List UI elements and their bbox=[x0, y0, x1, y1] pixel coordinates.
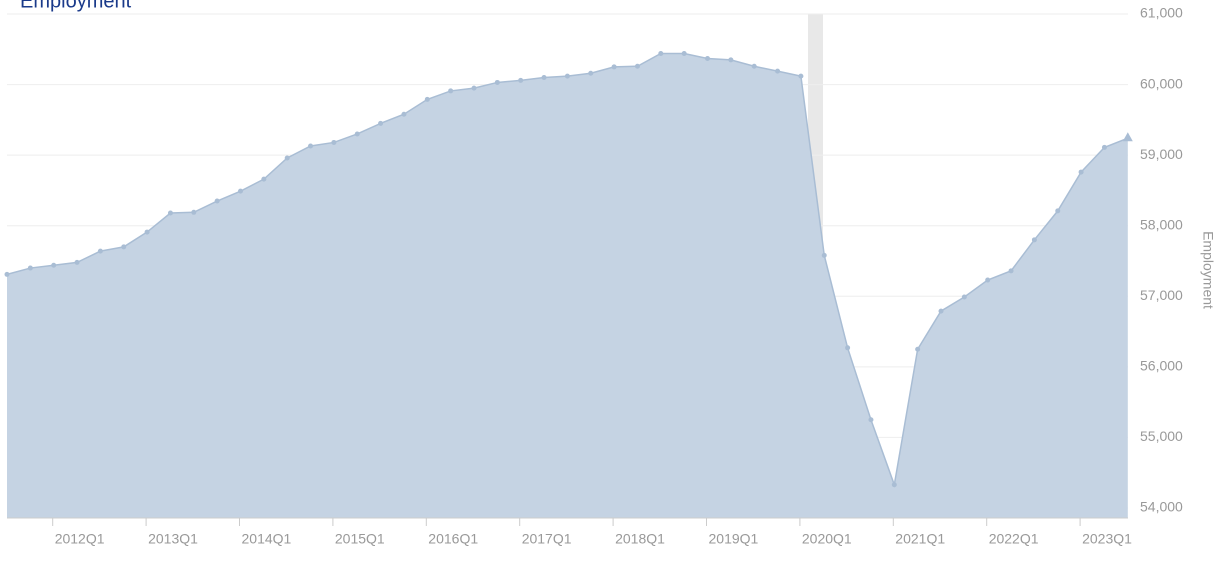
point bbox=[97, 248, 103, 254]
point bbox=[845, 345, 851, 351]
point bbox=[1008, 268, 1014, 274]
point bbox=[494, 79, 500, 85]
point bbox=[681, 51, 687, 57]
point bbox=[167, 210, 173, 216]
point bbox=[1031, 237, 1037, 243]
point bbox=[634, 63, 640, 69]
point bbox=[821, 252, 827, 258]
x-tick-label: 2023Q1 bbox=[1082, 531, 1132, 547]
y-axis-label: Employment bbox=[1200, 231, 1216, 309]
x-tick-label: 2016Q1 bbox=[428, 531, 478, 547]
point bbox=[1101, 144, 1107, 150]
point bbox=[51, 262, 57, 268]
chart-title: Employment bbox=[20, 0, 132, 12]
point bbox=[448, 88, 454, 94]
point bbox=[214, 198, 220, 204]
x-tick-label: 2018Q1 bbox=[615, 531, 665, 547]
y-tick-label: 60,000 bbox=[1140, 75, 1183, 91]
point bbox=[238, 188, 243, 194]
point bbox=[891, 482, 897, 488]
point bbox=[331, 139, 337, 145]
x-tick-label: 2012Q1 bbox=[55, 531, 105, 547]
y-tick-label: 55,000 bbox=[1140, 428, 1183, 444]
point bbox=[938, 308, 944, 314]
x-tick-label: 2020Q1 bbox=[802, 531, 852, 547]
point bbox=[471, 85, 477, 91]
x-tick-label: 2017Q1 bbox=[522, 531, 572, 547]
point bbox=[658, 51, 664, 57]
area bbox=[7, 53, 1128, 519]
point bbox=[261, 176, 267, 182]
x-tick-label: 2015Q1 bbox=[335, 531, 385, 547]
x-tick-label: 2014Q1 bbox=[242, 531, 292, 547]
point bbox=[564, 73, 570, 79]
point bbox=[144, 229, 150, 235]
point bbox=[401, 111, 407, 117]
x-tick-label: 2021Q1 bbox=[895, 531, 945, 547]
point bbox=[751, 63, 757, 69]
y-tick-label: 61,000 bbox=[1140, 5, 1183, 21]
point bbox=[1078, 169, 1084, 175]
point bbox=[121, 244, 127, 250]
point bbox=[378, 120, 384, 126]
point bbox=[27, 265, 33, 271]
point bbox=[74, 259, 80, 265]
point bbox=[775, 68, 781, 74]
point bbox=[588, 70, 594, 76]
point bbox=[961, 294, 967, 300]
point bbox=[985, 277, 991, 283]
point bbox=[518, 77, 524, 83]
plot bbox=[4, 51, 1133, 519]
x-tick-label: 2013Q1 bbox=[148, 531, 198, 547]
point bbox=[541, 75, 547, 81]
point bbox=[191, 209, 197, 215]
y-tick-label: 56,000 bbox=[1140, 358, 1183, 374]
point bbox=[284, 155, 290, 161]
x-tick-label: 2022Q1 bbox=[989, 531, 1039, 547]
y-tick-label: 58,000 bbox=[1140, 216, 1183, 232]
point bbox=[915, 346, 921, 352]
point bbox=[4, 271, 10, 277]
y-tick-label: 59,000 bbox=[1140, 146, 1183, 162]
point bbox=[354, 131, 360, 137]
point bbox=[611, 64, 617, 70]
point bbox=[705, 55, 710, 61]
point bbox=[1122, 132, 1133, 142]
point bbox=[1055, 208, 1061, 214]
y-tick-label: 57,000 bbox=[1140, 287, 1183, 303]
point bbox=[728, 57, 734, 63]
y-tick-label: 54,000 bbox=[1140, 499, 1183, 515]
x-tick-label: 2019Q1 bbox=[709, 531, 759, 547]
point bbox=[868, 417, 874, 423]
point bbox=[798, 73, 804, 79]
point bbox=[424, 96, 430, 102]
point bbox=[308, 143, 314, 149]
